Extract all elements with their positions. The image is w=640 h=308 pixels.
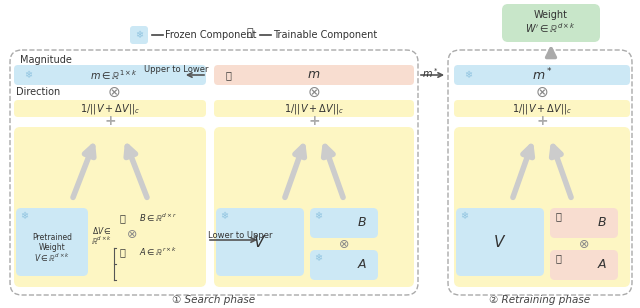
Text: $1/||V + \Delta V||_c$: $1/||V + \Delta V||_c$: [512, 102, 572, 116]
Text: Weight: Weight: [534, 10, 568, 20]
FancyBboxPatch shape: [502, 4, 600, 42]
Text: ❄: ❄: [314, 211, 322, 221]
Text: $W' \in \mathbb{R}^{d\times k}$: $W' \in \mathbb{R}^{d\times k}$: [525, 21, 577, 35]
Text: Lower to Upper: Lower to Upper: [208, 230, 273, 240]
Text: $m^*$: $m^*$: [422, 66, 438, 80]
Text: ❄: ❄: [314, 253, 322, 263]
Text: ⊗: ⊗: [108, 84, 120, 99]
FancyBboxPatch shape: [130, 26, 148, 44]
Text: $V$: $V$: [493, 234, 507, 250]
Text: ❄: ❄: [20, 211, 28, 221]
Text: ❄: ❄: [24, 70, 32, 80]
FancyBboxPatch shape: [550, 250, 618, 280]
Text: $m \in \mathbb{R}^{1\times k}$: $m \in \mathbb{R}^{1\times k}$: [90, 68, 138, 82]
Text: Upper to Lower: Upper to Lower: [143, 66, 208, 75]
FancyBboxPatch shape: [14, 127, 206, 287]
Text: ① Search phase: ① Search phase: [172, 295, 255, 305]
Text: ❄: ❄: [220, 211, 228, 221]
Text: Direction: Direction: [16, 87, 60, 97]
Text: +: +: [104, 114, 116, 128]
Text: ❄: ❄: [135, 30, 143, 40]
Text: $A \in \mathbb{R}^{r\times k}$: $A \in \mathbb{R}^{r\times k}$: [139, 246, 177, 258]
Text: ❄: ❄: [464, 70, 472, 80]
FancyBboxPatch shape: [550, 208, 618, 238]
FancyBboxPatch shape: [454, 127, 630, 287]
FancyBboxPatch shape: [14, 65, 206, 85]
Text: ② Retraining phase: ② Retraining phase: [490, 295, 591, 305]
Text: 🔥: 🔥: [225, 70, 231, 80]
Text: +: +: [308, 114, 320, 128]
Text: ⊗: ⊗: [127, 229, 137, 241]
FancyBboxPatch shape: [454, 65, 630, 85]
Text: 🔥: 🔥: [555, 253, 561, 263]
FancyBboxPatch shape: [214, 65, 414, 85]
Text: 🔥: 🔥: [119, 247, 125, 257]
FancyBboxPatch shape: [454, 100, 630, 117]
Text: +: +: [536, 114, 548, 128]
Text: Weight: Weight: [38, 242, 65, 252]
Text: 🔥: 🔥: [119, 213, 125, 223]
Text: ⊗: ⊗: [536, 84, 548, 99]
Text: $V$: $V$: [253, 234, 267, 250]
Text: $m$: $m$: [307, 68, 321, 82]
Text: $\Delta V \in$: $\Delta V \in$: [92, 225, 112, 236]
Text: $\mathbb{R}^{d\times k}$: $\mathbb{R}^{d\times k}$: [92, 235, 113, 247]
Text: ❄: ❄: [460, 211, 468, 221]
FancyBboxPatch shape: [456, 208, 544, 276]
FancyBboxPatch shape: [216, 208, 304, 276]
Text: 🔥: 🔥: [246, 28, 253, 38]
Text: $1/||V + \Delta V||_c$: $1/||V + \Delta V||_c$: [80, 102, 140, 116]
Text: ⊗: ⊗: [579, 237, 589, 250]
FancyBboxPatch shape: [14, 100, 206, 117]
FancyBboxPatch shape: [214, 100, 414, 117]
FancyBboxPatch shape: [310, 250, 378, 280]
Text: $B$: $B$: [357, 217, 367, 229]
Text: $V \in \mathbb{R}^{d\times k}$: $V \in \mathbb{R}^{d\times k}$: [34, 252, 70, 264]
Text: Frozen Component: Frozen Component: [165, 30, 257, 40]
FancyBboxPatch shape: [16, 208, 88, 276]
Text: $A$: $A$: [357, 258, 367, 271]
Text: Pretrained: Pretrained: [32, 233, 72, 242]
Text: 🔥: 🔥: [555, 211, 561, 221]
FancyBboxPatch shape: [310, 208, 378, 238]
FancyBboxPatch shape: [214, 127, 414, 287]
Text: $B$: $B$: [597, 217, 607, 229]
Text: $A$: $A$: [597, 258, 607, 271]
Text: $B \in \mathbb{R}^{d\times r}$: $B \in \mathbb{R}^{d\times r}$: [139, 212, 177, 224]
Text: $1/||V + \Delta V||_c$: $1/||V + \Delta V||_c$: [284, 102, 344, 116]
Text: ⊗: ⊗: [308, 84, 321, 99]
Text: Trainable Component: Trainable Component: [273, 30, 377, 40]
Text: Magnitude: Magnitude: [20, 55, 72, 65]
Text: ⊗: ⊗: [339, 237, 349, 250]
Text: $m^*$: $m^*$: [532, 67, 552, 83]
